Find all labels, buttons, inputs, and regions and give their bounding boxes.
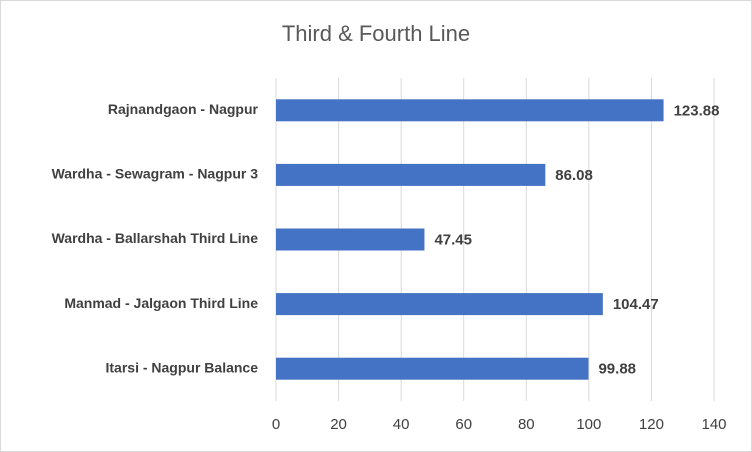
y-tick-label: Wardha - Sewagram - Nagpur 3: [52, 166, 259, 182]
data-label: 47.45: [434, 231, 472, 248]
x-tick-label: 0: [272, 416, 280, 433]
bar: [276, 357, 589, 380]
x-tick-label: 120: [639, 416, 664, 433]
y-tick-label: Rajnandgaon - Nagpur: [108, 101, 259, 117]
data-label: 123.88: [674, 102, 720, 119]
x-tick-label: 60: [455, 416, 472, 433]
y-tick-label: Wardha - Ballarshah Third Line: [52, 230, 259, 246]
bar: [276, 163, 546, 186]
x-tick-label: 40: [393, 416, 410, 433]
y-tick-label: Manmad - Jalgaon Third Line: [64, 295, 258, 311]
data-label: 86.08: [555, 167, 593, 184]
x-tick-label: 100: [576, 416, 601, 433]
data-label: 99.88: [598, 361, 636, 378]
chart-title: Third & Fourth Line: [282, 21, 470, 46]
y-tick-label: Itarsi - Nagpur Balance: [106, 359, 259, 375]
x-tick-label: 140: [701, 416, 726, 433]
x-tick-label: 20: [330, 416, 347, 433]
bar: [276, 228, 425, 251]
data-label: 104.47: [613, 296, 659, 313]
bar: [276, 293, 603, 316]
x-tick-label: 80: [518, 416, 535, 433]
bar: [276, 99, 664, 122]
